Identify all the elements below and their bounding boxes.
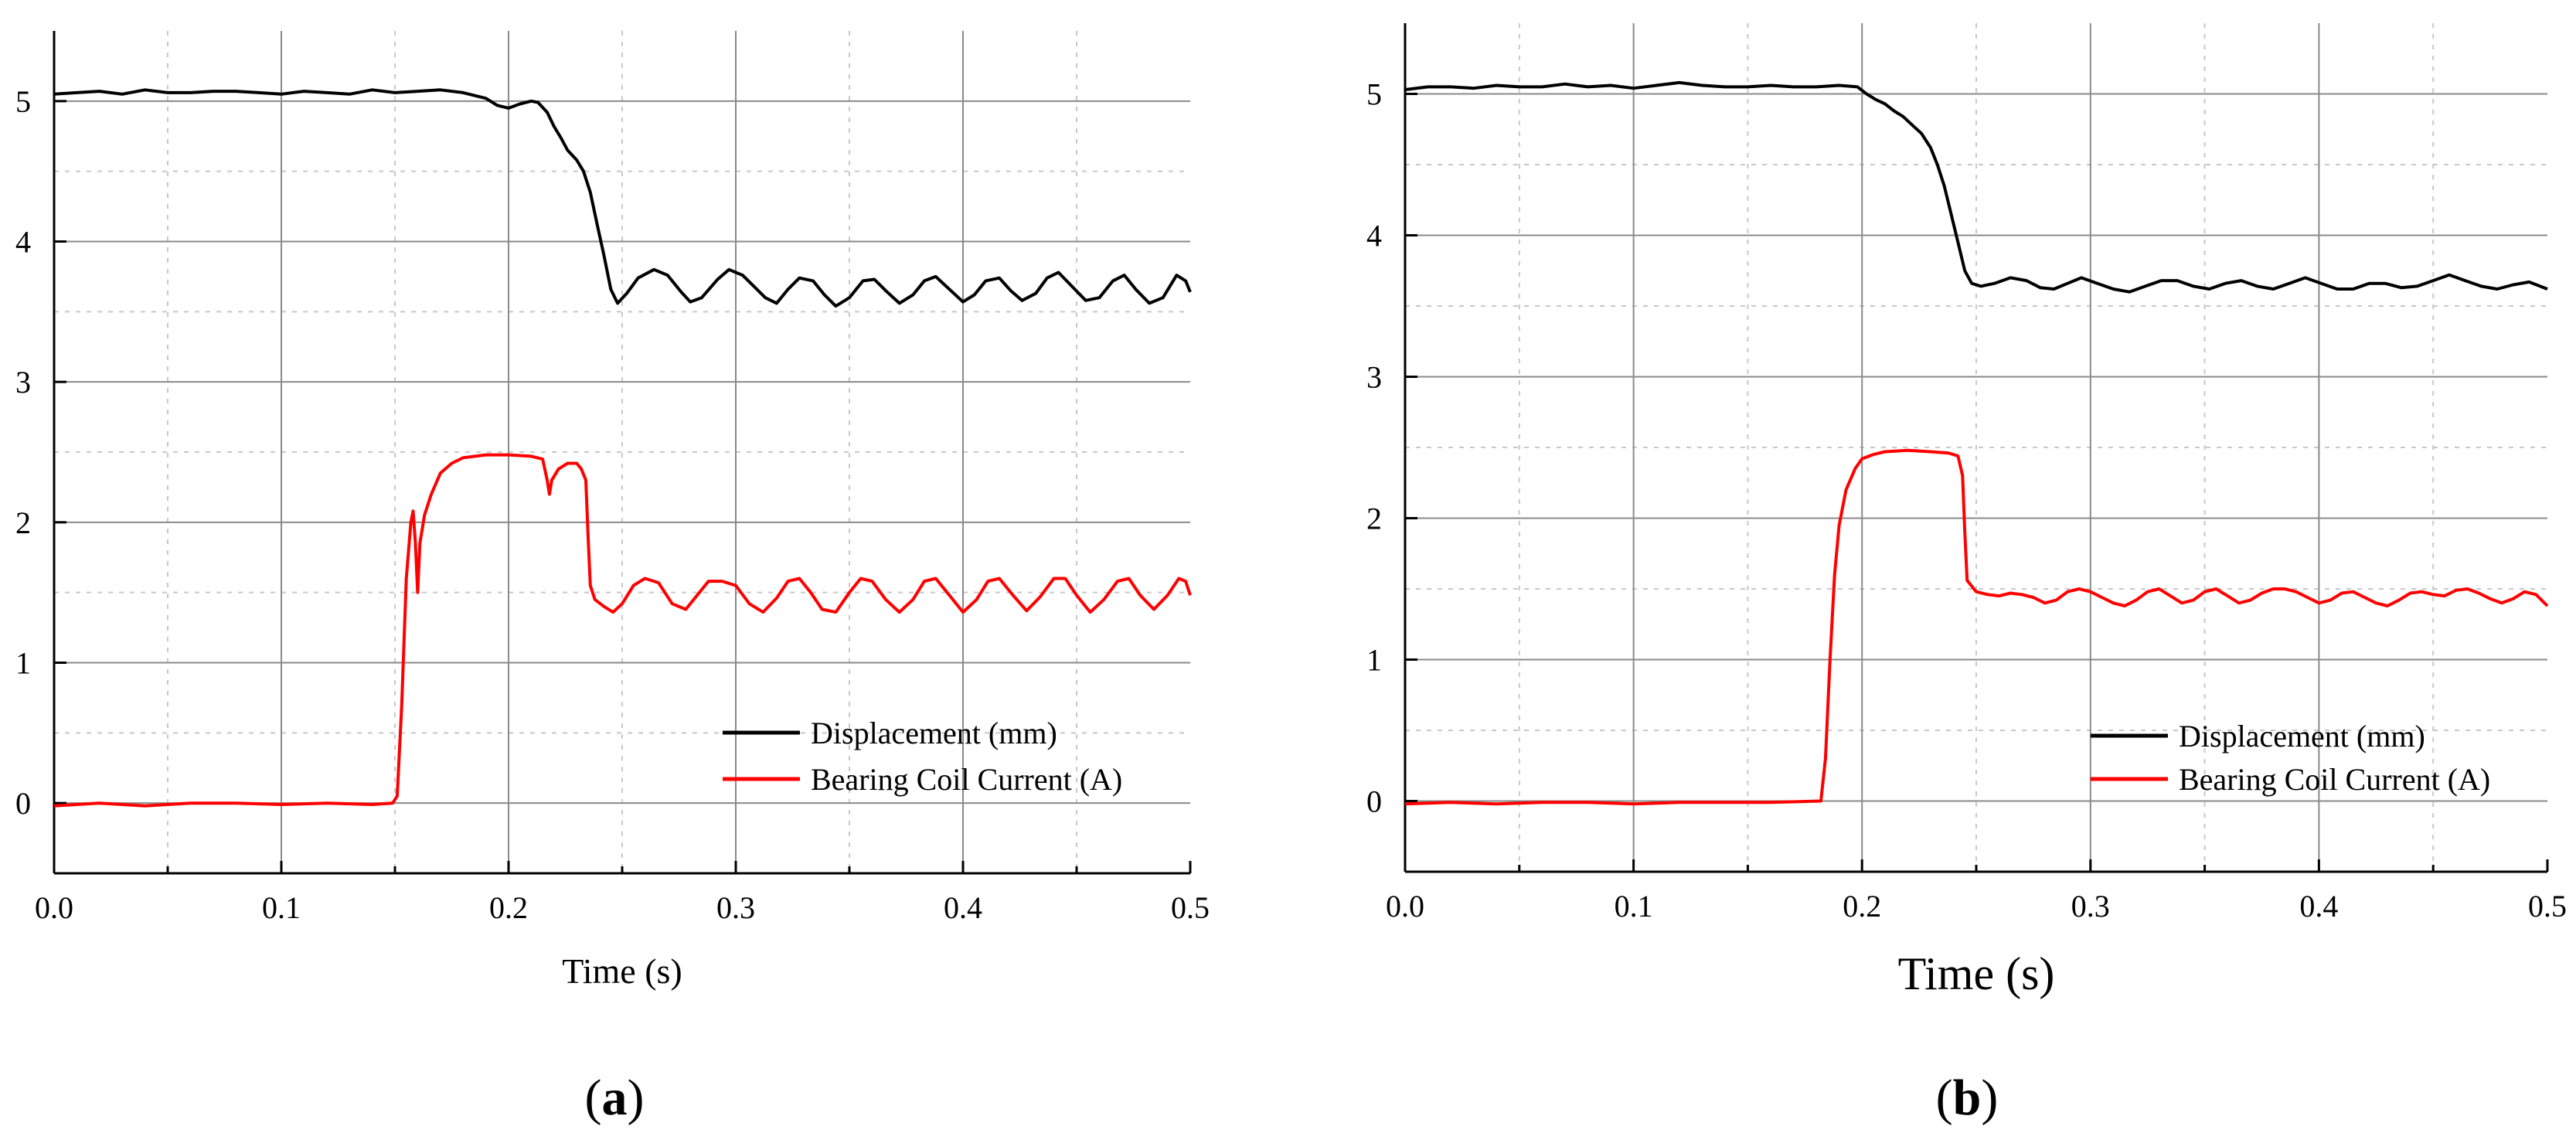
y-tick-label: 5 (1366, 77, 1382, 112)
legend-label: Bearing Coil Current (A) (2179, 762, 2490, 797)
x-tick-label: 0.0 (35, 890, 73, 925)
series-line-bearing-coil-current (1404, 448, 2549, 806)
x-tick-label: 0.1 (262, 890, 301, 925)
legend-label: Bearing Coil Current (A) (811, 762, 1122, 797)
x-tick-label: 0.0 (1386, 889, 1424, 924)
panel-label: (b) (1936, 1070, 1999, 1126)
y-tick-label: 2 (15, 505, 31, 540)
y-tick-label: 1 (1366, 643, 1382, 678)
series-line-displacement (53, 88, 1192, 308)
x-tick-label: 0.2 (489, 890, 528, 925)
x-axis-label: Time (s) (562, 951, 682, 991)
x-tick-label: 0.2 (1843, 889, 1881, 924)
series-line-displacement (1404, 80, 2548, 294)
x-tick-label: 0.3 (716, 890, 755, 925)
x-tick-label: 0.3 (2071, 889, 2110, 924)
y-tick-label: 5 (15, 84, 31, 119)
series-line-bearing-coil-current (53, 453, 1192, 808)
y-tick-label: 2 (1366, 502, 1382, 536)
y-tick-label: 0 (15, 786, 31, 821)
x-tick-label: 0.5 (2528, 889, 2567, 924)
y-tick-label: 1 (15, 646, 31, 681)
x-axis-label: Time (s) (1898, 948, 2055, 999)
y-tick-label: 4 (15, 225, 31, 260)
x-tick-label: 0.5 (1171, 890, 1210, 925)
x-tick-label: 0.4 (2299, 889, 2338, 924)
y-tick-label: 3 (15, 365, 31, 400)
panel-label: (a) (585, 1070, 645, 1126)
legend-label: Displacement (mm) (811, 716, 1057, 750)
x-tick-label: 0.4 (944, 890, 982, 925)
chart-panel-a: 0.0 0.1 0.2 0.3 0.4 0.5 0 1 2 3 4 5 Time (s) Displace… (15, 31, 1210, 1126)
chart-panel-b: 0.0 0.1 0.2 0.3 0.4 0.5 0 1 2 3 4 5 Time (s) Displace… (1366, 23, 2567, 1126)
x-tick-label: 0.1 (1615, 889, 1653, 924)
y-tick-label: 3 (1366, 360, 1382, 395)
legend-label: Displacement (mm) (2179, 719, 2425, 753)
y-tick-label: 4 (1366, 219, 1382, 253)
y-tick-label: 0 (1366, 784, 1382, 819)
